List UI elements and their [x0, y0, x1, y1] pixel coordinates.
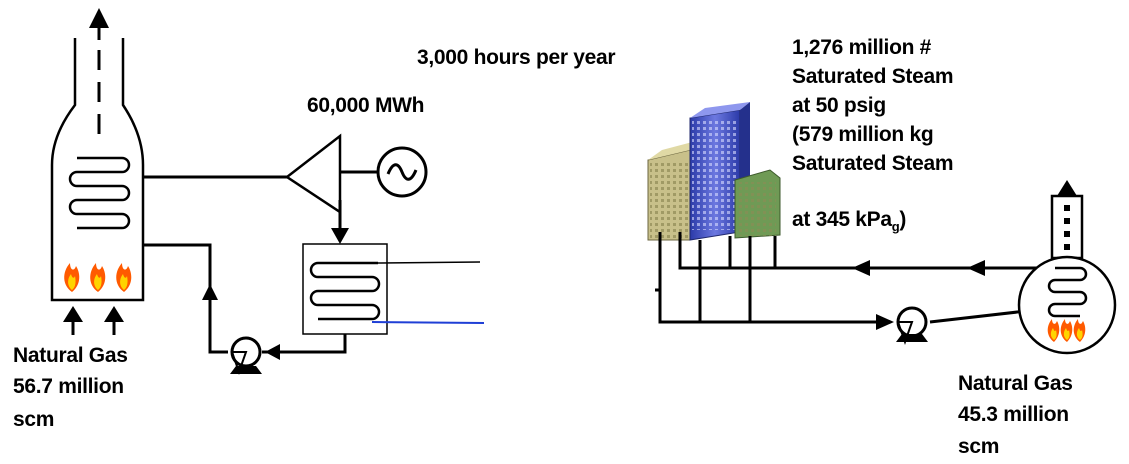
- exhaust-arrow-icon: [89, 8, 109, 28]
- steam-label-line-6-close: ): [899, 208, 906, 231]
- gas-right-line-1: Natural Gas: [958, 370, 1073, 398]
- gas-right-line-3: scm: [958, 433, 999, 461]
- steam-label-line-6: at 345 kPag): [792, 206, 906, 234]
- steam-piping-right: [655, 232, 1055, 322]
- steam-label-line-1: 1,276 million #: [792, 34, 931, 62]
- steam-label-line-2: Saturated Steam: [792, 63, 953, 91]
- exhaust-arrow-icon: [1057, 180, 1077, 196]
- gas-left-line-3: scm: [13, 406, 54, 434]
- steam-label-line-6-main: at 345 kPa: [792, 208, 892, 231]
- pump-icon: [230, 338, 262, 374]
- left-stack: [52, 8, 143, 300]
- boiler-coil: [70, 158, 129, 228]
- flow-arrow-icon: [202, 284, 218, 300]
- gas-arrow-icon: [63, 306, 124, 335]
- down-arrow-icon: [331, 228, 349, 244]
- power-output-label: 60,000 MWh: [307, 92, 424, 120]
- steam-label-line-4: (579 million kg: [792, 121, 933, 149]
- flow-arrow-icon: [265, 344, 280, 360]
- turbine: [287, 136, 340, 212]
- steam-label-line-5: Saturated Steam: [792, 150, 953, 178]
- hours-label: 3,000 hours per year: [417, 44, 615, 72]
- condenser: [303, 244, 484, 334]
- gas-left-line-2: 56.7 million: [13, 373, 124, 401]
- building-icon: [648, 102, 780, 240]
- generator-icon: [378, 148, 426, 196]
- steam-label-line-3: at 50 psig: [792, 92, 886, 120]
- flow-arrow-icon: [876, 314, 894, 330]
- flame-icon: [64, 263, 131, 292]
- gas-left-line-1: Natural Gas: [13, 342, 128, 370]
- flow-arrow-icon: [967, 260, 985, 276]
- pump-icon: [896, 308, 928, 342]
- gas-right-line-2: 45.3 million: [958, 401, 1069, 429]
- steam-piping-left: [143, 136, 378, 230]
- cooling-water-line: [372, 322, 484, 323]
- flow-arrow-icon: [852, 260, 870, 276]
